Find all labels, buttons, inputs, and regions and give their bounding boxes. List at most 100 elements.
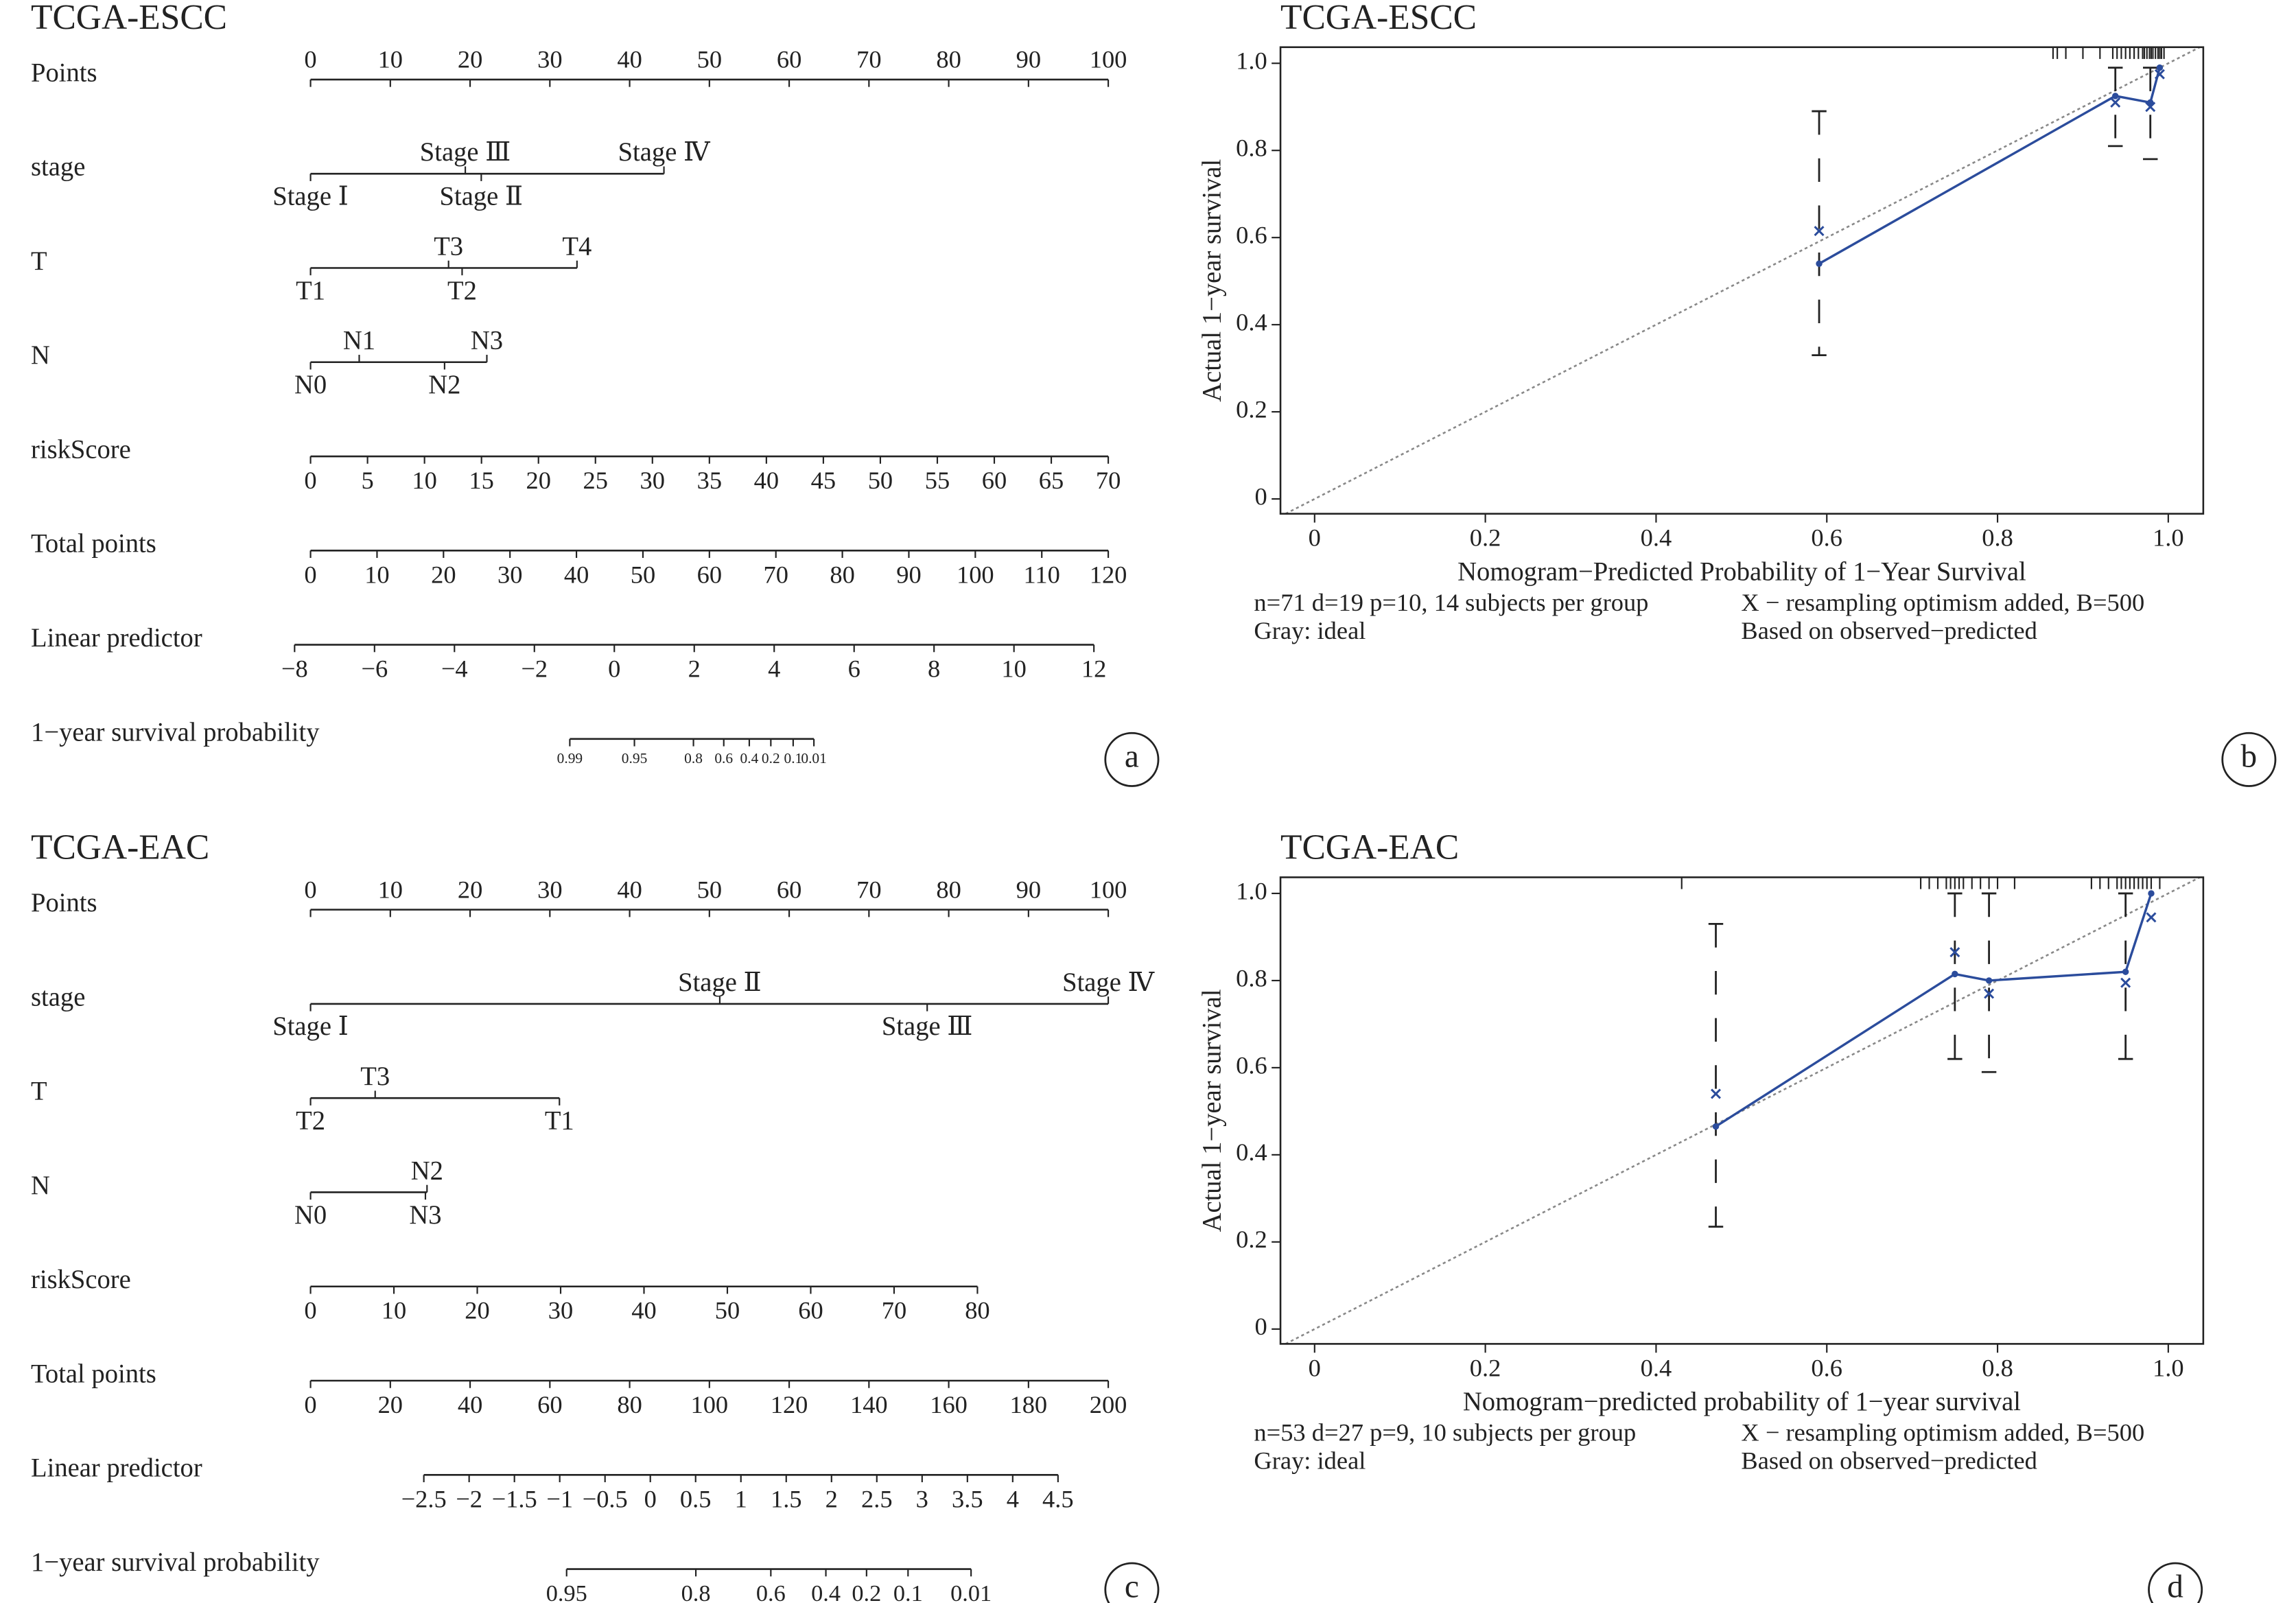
tick-label: 200 [1090, 1391, 1127, 1418]
tick-label: 90 [1016, 876, 1041, 903]
x-axis-label: Nomogram−predicted probability of 1−year… [1463, 1388, 2021, 1416]
tick-label: 0.1 [893, 1580, 923, 1603]
category-label: Stage Ⅲ [420, 138, 511, 167]
tick-label: 10 [412, 467, 436, 494]
x-tick-label: 1.0 [2153, 524, 2184, 552]
x-tick-label: 0.2 [1470, 1354, 1501, 1381]
tick-label: 60 [798, 1297, 823, 1324]
cross-stroke [1711, 1088, 1722, 1099]
category-label: N2 [411, 1156, 443, 1185]
y-tick-label: 0.6 [1236, 222, 1267, 249]
tick-label: 100 [690, 1391, 728, 1418]
y-axis-label: Actual 1−year survival [1197, 989, 1226, 1232]
row-label: Points [31, 58, 97, 87]
tick-label: 0 [644, 1485, 657, 1512]
row-label: 1−year survival probability [31, 718, 320, 747]
tick-label: 40 [631, 1297, 656, 1324]
tick-label: 70 [856, 876, 881, 903]
plot-frame [1279, 876, 2205, 1345]
tick-label: 60 [537, 1391, 562, 1418]
tick-label: 25 [583, 467, 608, 494]
tick-label: 0.2 [762, 750, 780, 767]
x-tick-label: 0.4 [1641, 524, 1672, 552]
category-label: Stage Ⅳ [1062, 968, 1155, 997]
tick-label: 0 [608, 655, 620, 683]
tick-label: 70 [882, 1297, 906, 1324]
error-bar [1981, 892, 1997, 1073]
tick-label: 30 [537, 46, 562, 73]
tick-label: 2 [825, 1485, 838, 1512]
category-label: N3 [409, 1201, 441, 1230]
ideal-line [1285, 46, 2201, 515]
tick-label: 1.5 [771, 1485, 802, 1512]
tick-label: 4 [1007, 1485, 1019, 1512]
error-bar [1947, 892, 1963, 1060]
row-label: T [31, 247, 47, 276]
row-label: Linear predictor [31, 1454, 202, 1483]
category-label: T2 [447, 277, 477, 305]
y-tick-label: 0.2 [1236, 1226, 1267, 1253]
apparent-point [2148, 890, 2155, 897]
tick-label: 30 [537, 876, 562, 903]
tick-label: 0.2 [852, 1580, 881, 1603]
cross-stroke [2154, 69, 2165, 80]
y-axis-label: Actual 1−year survival [1197, 159, 1226, 402]
tick-label: 0 [304, 467, 316, 494]
panel-badge [1104, 732, 1160, 787]
y-tick-label: 0 [1255, 1313, 1267, 1340]
tick-label: −1 [546, 1485, 573, 1512]
tick-label: 0.4 [740, 750, 759, 767]
x-tick-label: 0.6 [1811, 524, 1842, 552]
panel-letter: a [1125, 739, 1139, 775]
y-tick-label: 0.4 [1236, 1138, 1267, 1166]
tick-label: 80 [936, 46, 961, 73]
row-label: riskScore [31, 435, 131, 464]
category-label: T3 [434, 232, 463, 261]
category-label: N0 [294, 371, 327, 399]
panel-title: TCGA-ESCC [31, 0, 227, 37]
cross-stroke [2145, 102, 2156, 113]
tick-label: 45 [811, 467, 836, 494]
x-axis-label: Nomogram−Predicted Probability of 1−Year… [1457, 557, 2026, 586]
note: Gray: ideal [1254, 617, 1366, 644]
tick-label: −2.5 [401, 1485, 447, 1512]
tick-label: 0 [304, 1391, 316, 1418]
plot-frame [1279, 46, 2205, 515]
bias-corrected-point [1711, 1088, 1722, 1099]
tick-label: −2 [456, 1485, 482, 1512]
tick-label: 50 [697, 46, 722, 73]
tick-label: 10 [364, 561, 389, 588]
tick-label: 4 [768, 655, 780, 683]
tick-label: 180 [1009, 1391, 1047, 1418]
tick-label: 20 [431, 561, 456, 588]
category-label: T3 [360, 1062, 390, 1091]
panel-badge [2221, 732, 2277, 787]
tick-label: 4.5 [1042, 1485, 1074, 1512]
tick-label: −6 [361, 655, 388, 683]
apparent-point [2122, 968, 2129, 975]
panel-badge [2148, 1562, 2203, 1603]
y-tick-label: 0.8 [1236, 964, 1267, 992]
tick-label: 40 [458, 1391, 482, 1418]
tick-label: 1 [735, 1485, 747, 1512]
tick-label: 6 [848, 655, 860, 683]
y-tick-label: 0.2 [1236, 395, 1267, 423]
x-tick-label: 1.0 [2153, 1354, 2184, 1381]
note: Based on observed−predicted [1741, 1447, 2037, 1474]
tick-label: 110 [1024, 561, 1060, 588]
tick-label: 65 [1039, 467, 1064, 494]
bias-corrected-point [1949, 947, 1960, 958]
tick-label: 30 [640, 467, 665, 494]
error-bar [2118, 892, 2133, 1060]
category-label: N0 [294, 1201, 327, 1230]
note: Gray: ideal [1254, 1447, 1366, 1474]
x-tick-label: 0.2 [1470, 524, 1501, 552]
row-label: riskScore [31, 1265, 131, 1294]
tick-label: 8 [928, 655, 940, 683]
tick-label: 80 [936, 876, 961, 903]
tick-label: 100 [1090, 876, 1127, 903]
panel-title: TCGA-ESCC [1280, 0, 1477, 37]
bias-corrected-point [2110, 97, 2121, 108]
error-bar [2143, 67, 2158, 161]
tick-label: 0 [304, 46, 316, 73]
